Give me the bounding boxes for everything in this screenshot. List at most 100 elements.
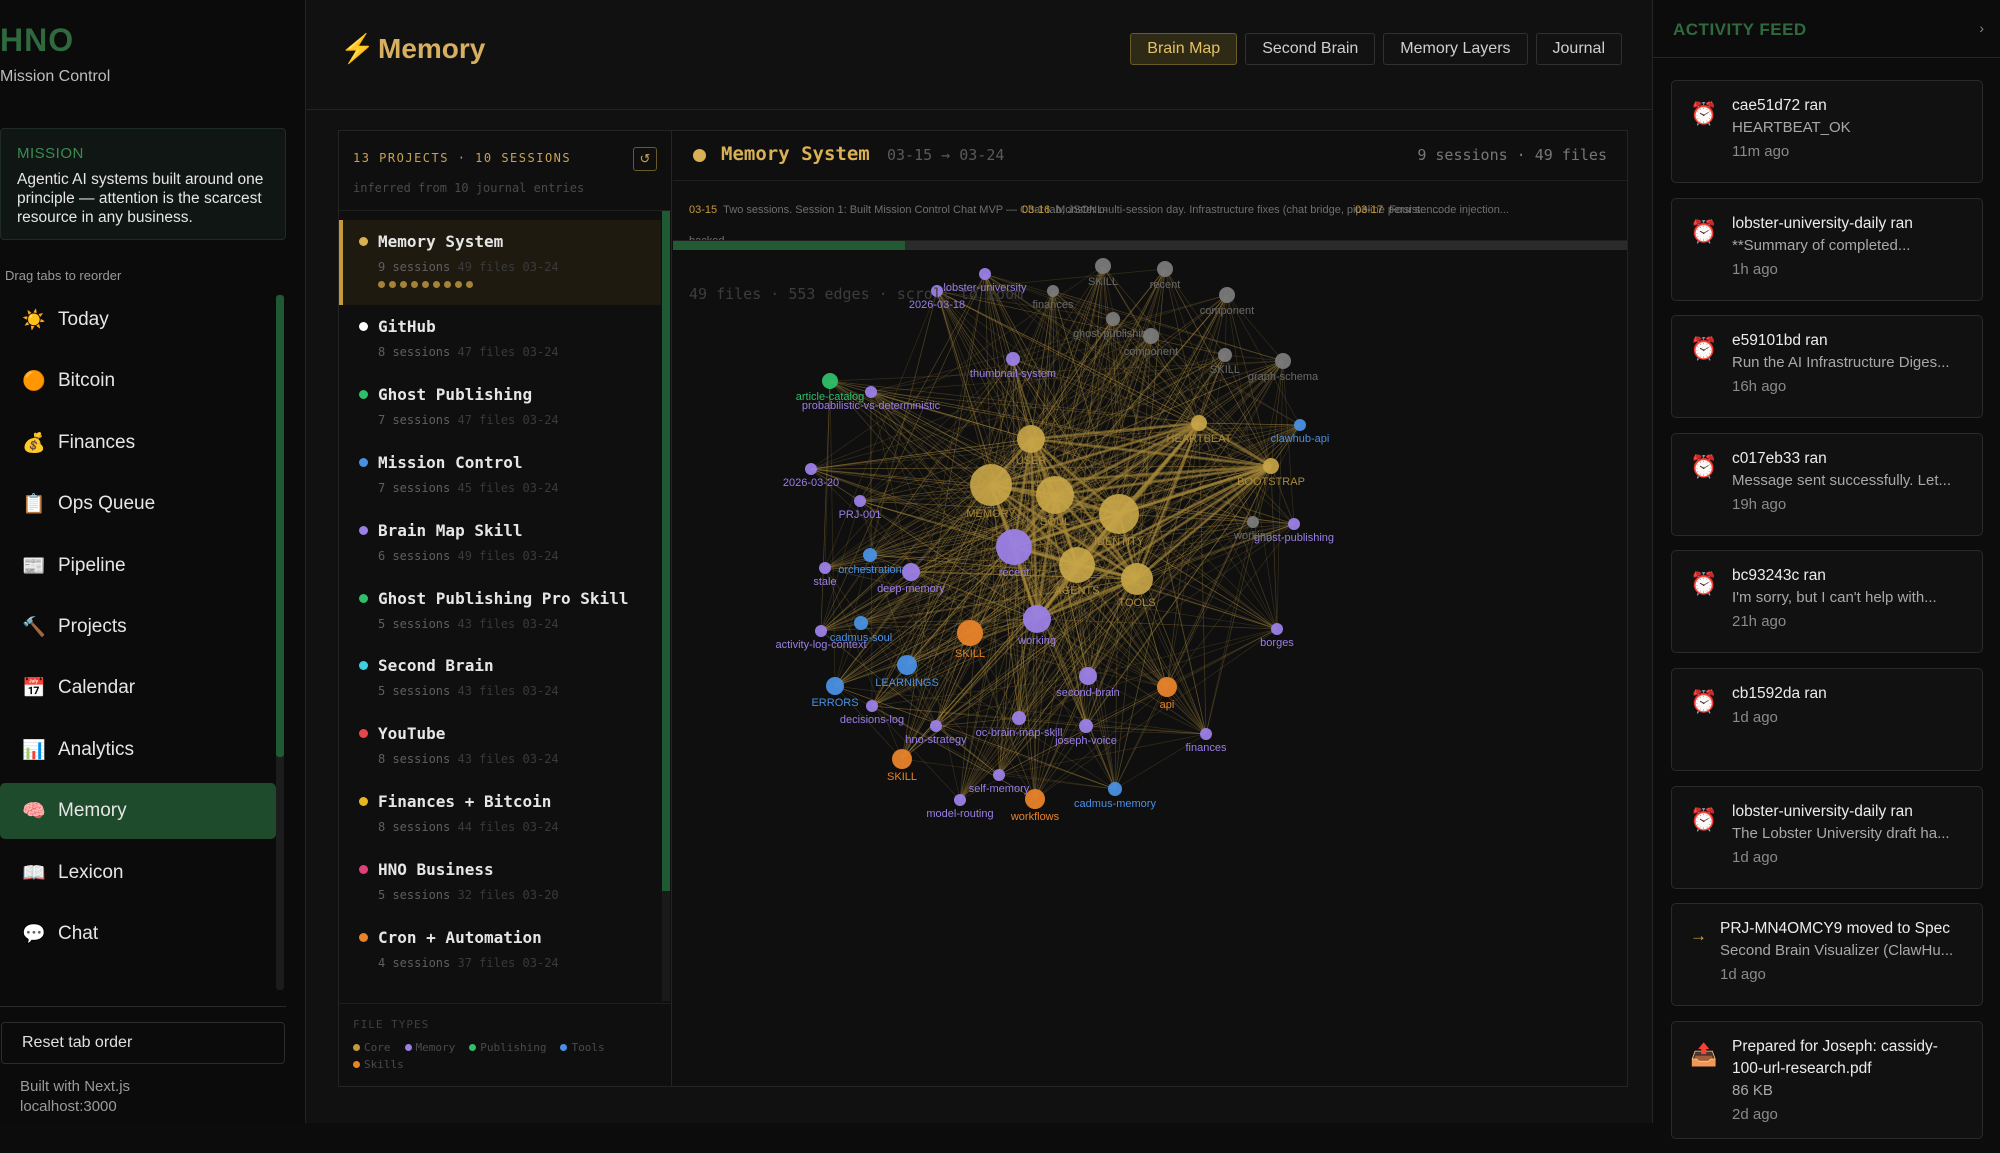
graph-node[interactable]	[863, 548, 877, 562]
graph-node[interactable]	[1059, 547, 1095, 583]
graph-node[interactable]	[865, 386, 877, 398]
graph-node[interactable]	[1079, 719, 1093, 733]
feed-item[interactable]: → PRJ-MN4OMCY9 moved to Spec Second Brain …	[1671, 903, 1983, 1007]
sidebar-item-lexicon[interactable]: 📖 Lexicon	[0, 845, 276, 901]
timeline-entry[interactable]: 03-17 Four s... code injection...	[1355, 195, 1627, 226]
feed-item[interactable]: ⏰ bc93243c ran I'm sorry, but I can't help…	[1671, 550, 1983, 654]
graph-node[interactable]	[822, 373, 838, 389]
tab-brain-map[interactable]: Brain Map	[1130, 33, 1238, 65]
graph-node[interactable]	[1191, 415, 1207, 431]
tab-journal[interactable]: Journal	[1535, 33, 1622, 65]
sidebar-item-memory[interactable]: 🧠 Memory	[0, 783, 276, 840]
project-item[interactable]: Brain Map Skill 6 sessions 49 files 03-24	[339, 509, 661, 577]
project-item[interactable]: YouTube 8 sessions 43 files 03-24	[339, 712, 661, 780]
graph-node[interactable]	[1294, 419, 1306, 431]
project-item[interactable]: Finances + Bitcoin 8 sessions 44 files 03…	[339, 780, 661, 848]
graph-node[interactable]	[1219, 287, 1235, 303]
session-timeline[interactable]: 03-15 Two sessions. Session 1: Built Miss…	[673, 181, 1627, 241]
sidebar-item-today[interactable]: ☀️ Today	[0, 292, 276, 348]
graph-node[interactable]	[819, 562, 831, 574]
sidebar-item-calendar[interactable]: 📅 Calendar	[0, 660, 276, 716]
graph-node[interactable]	[815, 625, 827, 637]
feed-item[interactable]: ⏰ lobster-university-daily ran **Summary o…	[1671, 197, 1983, 301]
feed-item[interactable]: ⏰ cae51d72 ran HEARTBEAT_OK 11m ago	[1671, 80, 1983, 183]
project-item[interactable]: Memory System 9 sessions 49 files 03-24	[339, 220, 661, 305]
project-item[interactable]: Ghost Publishing Pro Skill 5 sessions 43 …	[339, 577, 661, 645]
graph-node[interactable]	[854, 616, 868, 630]
graph-node[interactable]	[1079, 667, 1097, 685]
feed-item[interactable]: 📤 Prepared for Joseph: cassidy-100-url-re…	[1671, 1020, 1983, 1139]
graph-node[interactable]	[1157, 677, 1177, 697]
sidebar-item-analytics[interactable]: 📊 Analytics	[0, 722, 276, 778]
graph-node[interactable]	[1023, 605, 1051, 633]
sidebar-scrollbar[interactable]	[276, 295, 284, 990]
sidebar-scrollbar-thumb[interactable]	[276, 295, 284, 757]
graph-node[interactable]	[993, 769, 1005, 781]
graph-node[interactable]	[1012, 711, 1026, 725]
feed-item[interactable]: ⏰ cb1592da ran 1d ago	[1671, 667, 1983, 771]
graph-node-label: cadmus-memory	[1074, 798, 1156, 810]
brain-map-graph[interactable]: MEMORY SOUL IDENTITY AGENTS TOOLS USER HEARTBE…	[673, 131, 1627, 1086]
project-item[interactable]: Second Brain 5 sessions 43 files 03-24	[339, 644, 661, 712]
graph-node[interactable]	[902, 563, 920, 581]
graph-node[interactable]	[897, 655, 917, 675]
refresh-icon[interactable]: ↺	[633, 147, 657, 171]
graph-node[interactable]	[1263, 458, 1279, 474]
project-item[interactable]: Mission Control 7 sessions 45 files 03-24	[339, 441, 661, 509]
project-item[interactable]: HNO Business 5 sessions 32 files 03-20	[339, 848, 661, 916]
graph-node[interactable]	[970, 464, 1012, 506]
project-item[interactable]: GitHub 8 sessions 47 files 03-24	[339, 305, 661, 373]
feed-item[interactable]: ⏰ c017eb33 ran Message sent successfully. …	[1671, 432, 1983, 536]
graph-node[interactable]	[1017, 425, 1045, 453]
graph-node[interactable]	[1200, 728, 1212, 740]
tab-memory-layers[interactable]: Memory Layers	[1383, 33, 1528, 65]
project-list-scrollbar-thumb[interactable]	[662, 211, 670, 891]
graph-node[interactable]	[1036, 476, 1074, 514]
tab-second-brain[interactable]: Second Brain	[1245, 33, 1376, 65]
graph-node[interactable]	[1271, 623, 1283, 635]
graph-node[interactable]	[957, 620, 983, 646]
timeline-scrollbar-thumb[interactable]	[673, 241, 905, 250]
graph-node[interactable]	[1275, 353, 1291, 369]
graph-node[interactable]	[826, 677, 844, 695]
graph-node[interactable]	[1095, 258, 1111, 274]
timeline-scrollbar[interactable]	[673, 241, 1627, 250]
project-item[interactable]: Cron + Automation 4 sessions 37 files 03-…	[339, 916, 661, 984]
graph-node[interactable]	[930, 720, 942, 732]
graph-node[interactable]	[892, 749, 912, 769]
sidebar-item-chat[interactable]: 💬 Chat	[0, 906, 276, 962]
reset-tab-order-button[interactable]: Reset tab order	[1, 1022, 285, 1064]
sidebar-item-pipeline[interactable]: 📰 Pipeline	[0, 538, 276, 594]
graph-node[interactable]	[996, 529, 1032, 565]
graph-node[interactable]	[931, 285, 943, 297]
graph-node[interactable]	[1099, 494, 1139, 534]
graph-node[interactable]	[954, 794, 966, 806]
graph-node[interactable]	[1121, 563, 1153, 595]
sidebar-item-finances[interactable]: 💰 Finances	[0, 415, 276, 471]
graph-node[interactable]	[979, 268, 991, 280]
graph-node[interactable]	[866, 700, 878, 712]
project-list-scrollbar[interactable]	[662, 211, 670, 1001]
sidebar-item-projects[interactable]: 🔨 Projects	[0, 599, 276, 655]
graph-node[interactable]	[1143, 328, 1159, 344]
graph-node[interactable]	[1047, 285, 1059, 297]
graph-node[interactable]	[1106, 312, 1120, 326]
graph-node[interactable]	[1157, 261, 1173, 277]
graph-node[interactable]	[854, 495, 866, 507]
timeline-entry[interactable]: 03-15 Two sessions. Session 1: Built Miss…	[689, 195, 1109, 240]
graph-node[interactable]	[805, 463, 817, 475]
graph-node[interactable]	[1218, 348, 1232, 362]
feed-item[interactable]: ⏰ e59101bd ran Run the AI Infrastructure D…	[1671, 315, 1983, 419]
project-item[interactable]: Ghost Publishing 7 sessions 47 files 03-2…	[339, 373, 661, 441]
project-name-row: GitHub	[359, 317, 661, 336]
graph-node[interactable]	[1288, 518, 1300, 530]
graph-node[interactable]	[1108, 782, 1122, 796]
sidebar-item-ops-queue[interactable]: 📋 Ops Queue	[0, 476, 276, 532]
chevron-right-icon[interactable]: ›	[1979, 20, 1984, 36]
feed-item[interactable]: ⏰ lobster-university-daily ran The Lobster…	[1671, 785, 1983, 889]
graph-node[interactable]	[1247, 516, 1259, 528]
sidebar-item-bitcoin[interactable]: 🟠 Bitcoin	[0, 353, 276, 409]
timeline-entry[interactable]: 03-16 Monster multi-session day. Infrastr…	[1022, 195, 1442, 226]
graph-node[interactable]	[1025, 789, 1045, 809]
graph-node[interactable]	[1006, 352, 1020, 366]
